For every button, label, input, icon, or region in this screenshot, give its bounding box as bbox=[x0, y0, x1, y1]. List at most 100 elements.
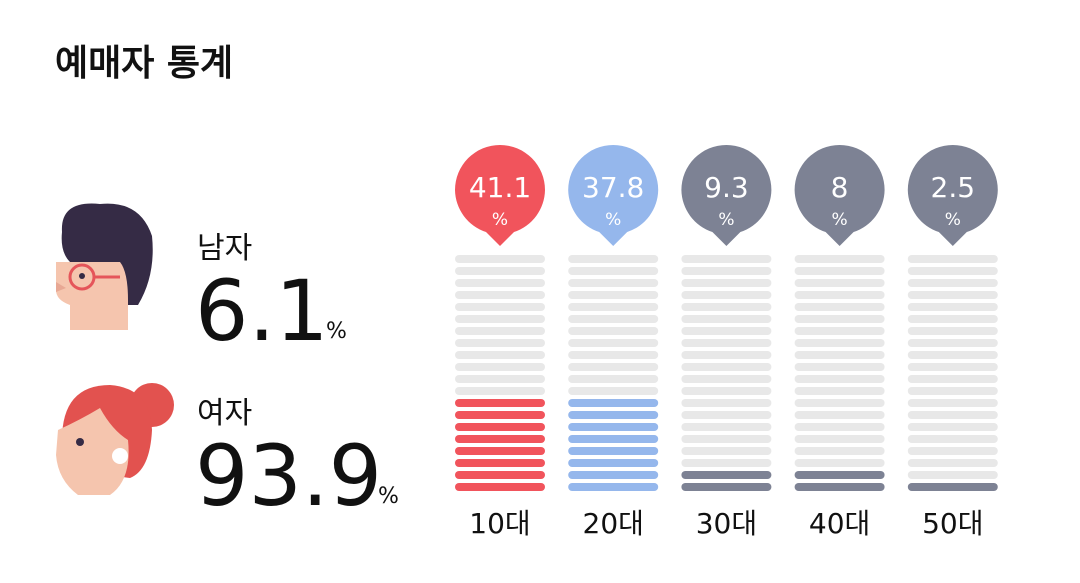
bar-track bbox=[681, 387, 772, 395]
bar-segment bbox=[455, 447, 545, 455]
bar-track bbox=[455, 291, 545, 299]
bar-track bbox=[455, 315, 545, 323]
female-icon bbox=[56, 383, 174, 495]
value-bubble bbox=[455, 145, 545, 246]
bar-track bbox=[794, 327, 885, 335]
bar-segment bbox=[455, 411, 545, 419]
male-label: 남자 bbox=[197, 231, 252, 266]
bar-track bbox=[681, 459, 772, 467]
bar-track bbox=[455, 339, 545, 347]
bar-segment bbox=[455, 435, 545, 443]
bar-track bbox=[681, 303, 772, 311]
value-unit: % bbox=[945, 210, 961, 230]
male-value: 6.1 bbox=[195, 262, 329, 360]
bar-segment bbox=[568, 459, 659, 467]
bar-track bbox=[907, 423, 998, 431]
bar-track bbox=[681, 363, 772, 371]
bar-segment bbox=[568, 399, 659, 407]
bar-track bbox=[568, 339, 659, 347]
bar-track bbox=[907, 435, 998, 443]
bar-track bbox=[907, 303, 998, 311]
bar-track bbox=[907, 339, 998, 347]
bar-track bbox=[455, 303, 545, 311]
bar-track bbox=[681, 435, 772, 443]
male-unit: % bbox=[326, 319, 347, 344]
value-bubble bbox=[681, 145, 772, 246]
female-value: 93.9 bbox=[195, 427, 382, 525]
category-label: 20대 bbox=[583, 507, 644, 540]
bar-track bbox=[907, 267, 998, 275]
category-label: 10대 bbox=[469, 507, 530, 540]
bar-track bbox=[907, 411, 998, 419]
bar-track bbox=[568, 303, 659, 311]
bar-track bbox=[794, 447, 885, 455]
bar-track bbox=[794, 291, 885, 299]
bar-track bbox=[794, 375, 885, 383]
bar-track bbox=[907, 255, 998, 263]
bar-track bbox=[568, 255, 659, 263]
bar-track bbox=[681, 447, 772, 455]
bar-track bbox=[455, 363, 545, 371]
value-label: 2.5 bbox=[931, 171, 976, 204]
bar-segment bbox=[794, 483, 885, 491]
bar-segment bbox=[455, 399, 545, 407]
bar-track bbox=[907, 279, 998, 287]
bar-track bbox=[907, 447, 998, 455]
bar-track bbox=[568, 327, 659, 335]
bar-track bbox=[794, 315, 885, 323]
bar-track bbox=[907, 387, 998, 395]
value-unit: % bbox=[605, 210, 621, 230]
bar-track bbox=[907, 363, 998, 371]
bar-track bbox=[681, 423, 772, 431]
value-unit: % bbox=[492, 210, 508, 230]
bar-segment bbox=[455, 471, 545, 479]
bar-segment bbox=[455, 483, 545, 491]
bar-segment bbox=[568, 435, 659, 443]
value-label: 8 bbox=[831, 171, 849, 204]
category-label: 40대 bbox=[809, 507, 870, 540]
bar-track bbox=[907, 315, 998, 323]
bar-segment bbox=[568, 423, 659, 431]
bar-segment bbox=[794, 471, 885, 479]
bar-track bbox=[794, 411, 885, 419]
bar-track bbox=[794, 267, 885, 275]
bar-segment bbox=[455, 423, 545, 431]
bar-segment bbox=[568, 447, 659, 455]
bar-track bbox=[681, 279, 772, 287]
value-label: 9.3 bbox=[704, 171, 749, 204]
bar-segment bbox=[907, 483, 998, 491]
bar-track bbox=[794, 459, 885, 467]
bar-track bbox=[681, 267, 772, 275]
bar-segment bbox=[681, 483, 772, 491]
bar-track bbox=[794, 363, 885, 371]
bar-track bbox=[681, 315, 772, 323]
value-label: 37.8 bbox=[582, 171, 644, 204]
bar-track bbox=[568, 387, 659, 395]
bar-track bbox=[568, 363, 659, 371]
value-label: 41.1 bbox=[469, 171, 531, 204]
bar-track bbox=[568, 315, 659, 323]
bar-track bbox=[681, 291, 772, 299]
bar-track bbox=[568, 267, 659, 275]
value-bubble bbox=[794, 145, 885, 246]
value-bubble bbox=[568, 145, 659, 246]
bar-track bbox=[681, 339, 772, 347]
bar-track bbox=[907, 375, 998, 383]
bar-track bbox=[681, 411, 772, 419]
bar-track bbox=[681, 327, 772, 335]
bar-track bbox=[455, 279, 545, 287]
bar-track bbox=[568, 291, 659, 299]
bar-track bbox=[568, 279, 659, 287]
value-unit: % bbox=[718, 210, 734, 230]
bar-track bbox=[907, 351, 998, 359]
bar-segment bbox=[568, 471, 659, 479]
bar-segment bbox=[455, 459, 545, 467]
bar-track bbox=[681, 375, 772, 383]
bar-track bbox=[794, 255, 885, 263]
bar-track bbox=[794, 399, 885, 407]
bar-segment bbox=[681, 471, 772, 479]
bar-track bbox=[681, 255, 772, 263]
bar-track bbox=[455, 351, 545, 359]
